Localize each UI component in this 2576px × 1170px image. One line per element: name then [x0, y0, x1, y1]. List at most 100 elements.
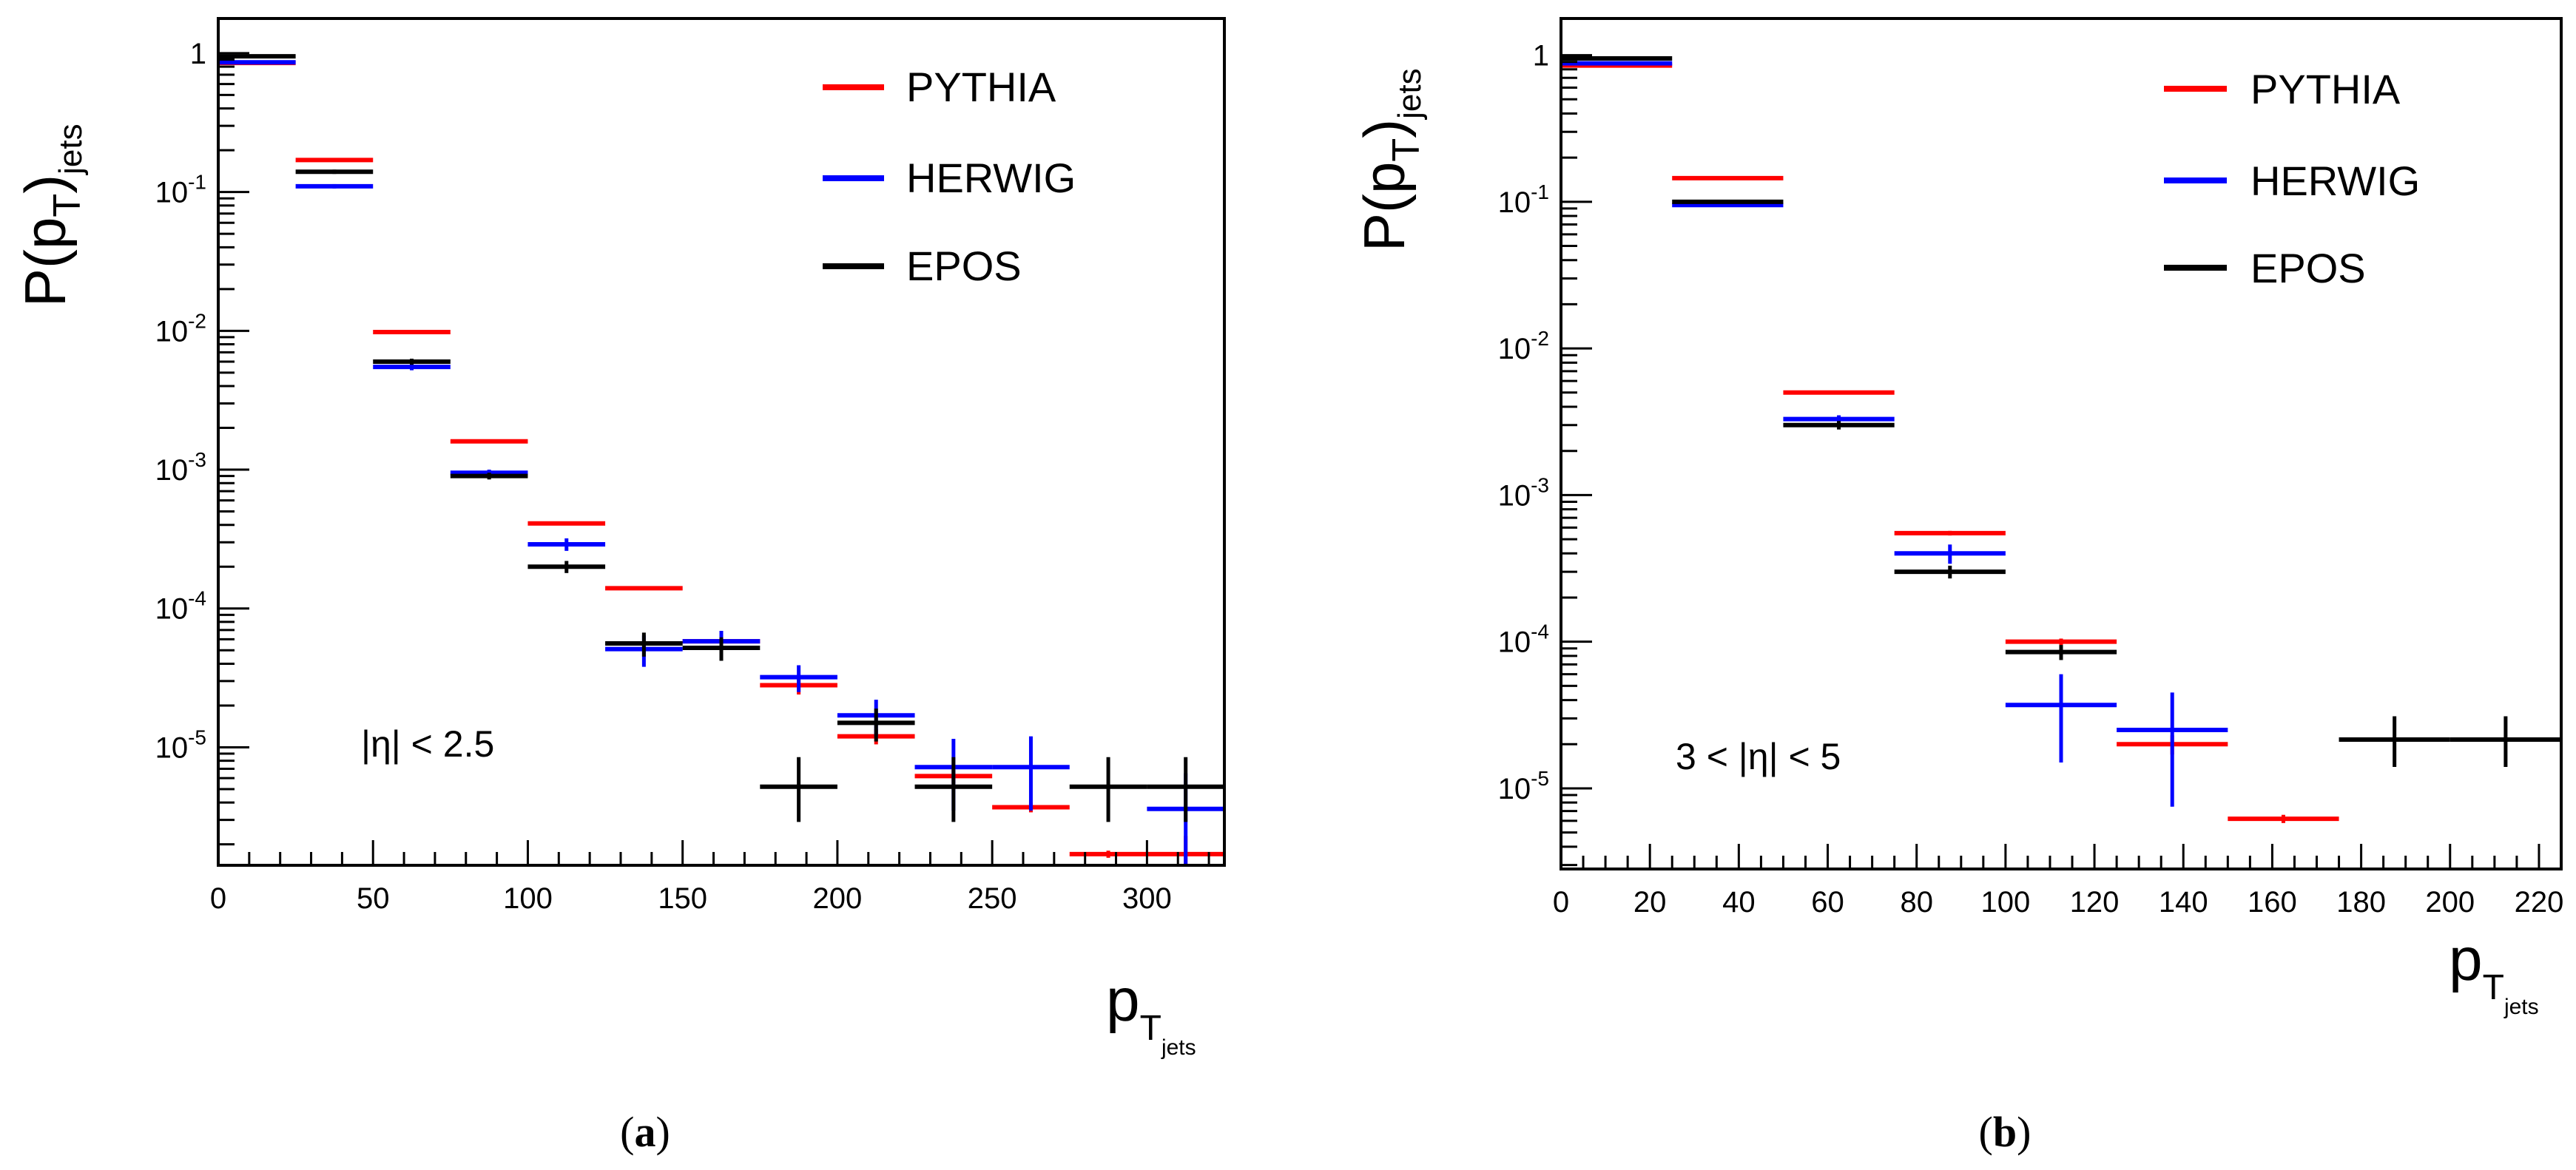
epos-data-point [605, 632, 683, 657]
x-tick-label: 0 [210, 882, 226, 915]
legend-item-pythia: PYTHIA [2164, 66, 2401, 112]
herwig-data-point [2005, 674, 2117, 763]
y-tick-label: 10-2 [1498, 327, 1549, 365]
x-tick-label: 180 [2336, 886, 2386, 919]
panel-b-caption: (b) [1979, 1108, 2032, 1156]
legend-label-pythia: PYTHIA [2250, 66, 2401, 112]
legend-label-pythia: PYTHIA [906, 64, 1056, 110]
herwig-data-point [1672, 203, 1784, 208]
x-tick-label: 300 [1122, 882, 1172, 915]
epos-data-point [1069, 757, 1147, 822]
pythia-data-point [1783, 390, 1895, 395]
epos-data-point [914, 757, 993, 822]
herwig-data-point [527, 538, 606, 551]
x-tick-label: 200 [813, 882, 863, 915]
x-tick-label: 100 [1981, 886, 2031, 919]
legend-item-epos: EPOS [823, 243, 1022, 289]
panel-b: 0 20 40 60 80 100 120 140 160 180 200 220 1 10-1 10-2… [1352, 17, 2563, 1156]
y-tick-label: 10-4 [155, 587, 206, 626]
epos-data-point [1672, 199, 1784, 204]
panel-b-data-marks [1561, 55, 2561, 823]
epos-data-point [2005, 645, 2117, 660]
legend-label-epos: EPOS [906, 243, 1022, 289]
epos-data-point [682, 637, 761, 661]
y-tick-label: 10-4 [1498, 620, 1549, 659]
panel-b-y-tick-labels: 1 10-1 10-2 10-3 10-4 10-5 [1498, 40, 1549, 805]
x-tick-label: 200 [2425, 886, 2475, 919]
herwig-data-point [2117, 692, 2228, 807]
panel-a-caption: (a) [620, 1108, 670, 1156]
panel-a-y-tick-labels: 1 10-1 10-2 10-3 10-4 10-5 [155, 38, 206, 765]
pythia-data-point [2005, 638, 2117, 646]
pythia-data-point [605, 586, 683, 591]
pythia-data-point [1069, 851, 1147, 858]
pythia-data-point [295, 158, 374, 163]
x-tick-label: 80 [1900, 886, 1933, 919]
y-tick-label: 10-1 [1498, 180, 1549, 219]
x-tick-label: 100 [503, 882, 553, 915]
pythia-data-point [1672, 175, 1784, 180]
y-tick-label: 1 [190, 38, 206, 70]
panel-a: 0 50 100 150 200 250 300 1 10-1 10-2 10-3 10-4 10-5… [13, 17, 1226, 1156]
panel-b-plot-frame [1560, 17, 2563, 870]
panel-b-x-axis-title: pTjets [2449, 926, 2539, 1019]
herwig-data-point [295, 183, 374, 189]
panel-b-legend: PYTHIA HERWIG EPOS [2164, 66, 2420, 291]
epos-data-point [1561, 55, 1673, 61]
epos-data-point [760, 757, 837, 822]
legend-item-pythia: PYTHIA [823, 64, 1056, 110]
x-tick-label: 40 [1722, 886, 1756, 919]
x-tick-label: 0 [1553, 886, 1569, 919]
epos-data-point [2449, 716, 2561, 767]
panel-a-y-axis-title: P(pT)jets [13, 124, 89, 307]
legend-item-epos: EPOS [2164, 245, 2366, 291]
y-tick-label: 10-3 [155, 448, 206, 487]
panel-a-legend: PYTHIA HERWIG EPOS [823, 64, 1076, 289]
y-tick-label: 10-5 [155, 726, 206, 764]
epos-data-point [837, 709, 915, 742]
x-tick-label: 220 [2515, 886, 2564, 919]
x-tick-label: 250 [968, 882, 1017, 915]
x-tick-label: 120 [2070, 886, 2120, 919]
panel-a-plot-frame [217, 17, 1226, 867]
y-tick-label: 10-2 [155, 309, 206, 348]
panel-a-eta-annotation: |η| < 2.5 [361, 723, 494, 765]
panel-b-ticks [1560, 54, 2563, 869]
y-tick-label: 1 [1533, 40, 1549, 72]
herwig-data-point [992, 736, 1070, 811]
pythia-data-point [1894, 530, 2006, 536]
epos-data-point [1783, 421, 1895, 430]
epos-data-point [2339, 716, 2450, 767]
legend-label-herwig: HERWIG [906, 155, 1076, 201]
panel-a-ticks [217, 52, 1210, 865]
legend-item-herwig: HERWIG [823, 155, 1076, 201]
x-tick-label: 140 [2159, 886, 2208, 919]
panel-a-x-axis-title: pTjets [1106, 967, 1196, 1060]
x-tick-label: 160 [2248, 886, 2297, 919]
herwig-data-point [760, 665, 837, 692]
panel-a-data-marks [218, 54, 1224, 865]
legend-item-herwig: HERWIG [2164, 158, 2420, 204]
y-tick-label: 10-5 [1498, 767, 1549, 805]
herwig-data-point [373, 363, 451, 371]
pythia-data-point [2228, 814, 2339, 823]
x-tick-label: 20 [1633, 886, 1667, 919]
panel-b-x-tick-labels: 0 20 40 60 80 100 120 140 160 180 200 220 [1553, 886, 2563, 919]
pythia-data-point [373, 329, 451, 334]
epos-data-point [527, 561, 606, 573]
x-tick-label: 50 [357, 882, 390, 915]
x-tick-label: 150 [658, 882, 707, 915]
epos-data-point [373, 359, 451, 365]
y-tick-label: 10-1 [155, 171, 206, 209]
panel-b-eta-annotation: 3 < |η| < 5 [1676, 736, 1841, 777]
y-tick-label: 10-3 [1498, 473, 1549, 512]
herwig-data-point [218, 60, 296, 65]
panel-b-y-axis-title: P(pT)jets [1352, 68, 1428, 251]
herwig-data-point [1561, 61, 1673, 66]
legend-label-herwig: HERWIG [2250, 158, 2420, 204]
x-tick-label: 60 [1811, 886, 1844, 919]
pythia-data-point [450, 439, 528, 444]
legend-label-epos: EPOS [2250, 245, 2366, 291]
epos-data-point [1147, 757, 1224, 822]
